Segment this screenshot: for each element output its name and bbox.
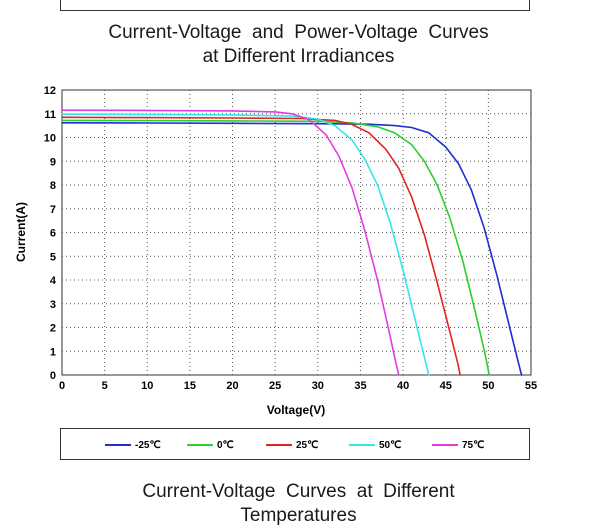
legend-item-75: 75℃ [432,438,484,452]
legend-item-0: 0℃ [187,438,234,452]
legend-label-75: 75℃ [462,439,485,451]
y-tick-label: 12 [44,85,56,97]
legend-item-50: 50℃ [349,438,401,452]
bottom-caption-line-1: Current-Voltage Curves at Different [142,481,455,502]
x-tick-label: 15 [184,380,196,392]
y-tick-label: 5 [50,251,56,263]
legend-label-minus25: -25℃ [135,439,161,451]
x-tick-labels: 0 5 10 15 20 25 30 35 40 45 50 55 [59,380,537,392]
series-line-1 [61,119,491,376]
y-tick-label: 9 [50,156,56,168]
y-tick-label: 1 [50,346,56,358]
y-tick-label: 0 [50,370,56,382]
x-tick-label: 35 [354,380,366,392]
x-tick-label: 55 [525,380,537,392]
series-line-2 [61,116,462,376]
series-line-4 [61,109,400,376]
x-tick-label: 40 [397,380,409,392]
y-tick-label: 2 [50,323,56,335]
y-tick-label: 6 [50,228,56,240]
previous-chart-frame [60,0,530,11]
series-lines [61,109,523,376]
series-line-3 [61,113,430,376]
y-tick-label: 10 [44,133,56,145]
legend-label-0: 0℃ [217,439,234,451]
y-tick-label: 8 [50,180,56,192]
y-tick-label: 3 [50,299,56,311]
x-tick-label: 30 [312,380,324,392]
top-caption: Current-Voltage and Power-Voltage Curves… [0,21,597,69]
legend-item-25: 25℃ [266,438,318,452]
legend-swatch-0 [187,444,213,446]
bottom-caption: Current-Voltage Curves at Different Temp… [0,480,597,528]
x-tick-label: 50 [482,380,494,392]
x-tick-label: 0 [59,380,65,392]
bottom-caption-line-2: Temperatures [240,505,357,526]
legend-swatch-75 [432,444,458,446]
plot-area [61,89,532,376]
legend-label-25: 25℃ [296,439,319,451]
legend-swatch-50 [349,444,375,446]
legend-label-50: 50℃ [379,439,402,451]
chart-legend: -25℃ 0℃ 25℃ 50℃ 75℃ [60,428,530,460]
x-axis-title: Voltage(V) [267,403,325,417]
x-tick-label: 20 [226,380,238,392]
y-tick-label: 7 [50,204,56,216]
legend-swatch-minus25 [105,444,131,446]
top-caption-line-2: at Different Irradiances [202,46,395,67]
series-line-0 [61,122,523,376]
top-caption-line-1: Current-Voltage and Power-Voltage Curves [108,22,489,43]
x-tick-label: 10 [141,380,153,392]
x-tick-label: 5 [102,380,108,392]
x-tick-label: 45 [440,380,452,392]
x-tick-label: 25 [269,380,281,392]
legend-item-minus25: -25℃ [105,438,161,452]
legend-swatch-25 [266,444,292,446]
y-tick-label: 11 [44,109,56,121]
y-axis-title: Current(A) [14,202,28,262]
y-tick-label: 4 [50,275,57,287]
